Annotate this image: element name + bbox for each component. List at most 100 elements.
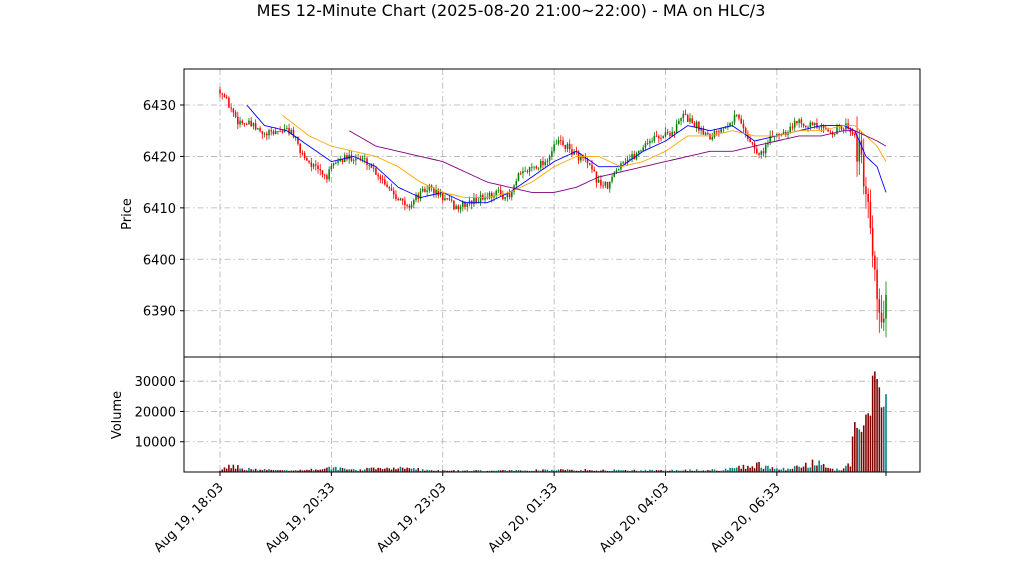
volume-bar — [486, 470, 489, 472]
candle-body — [272, 131, 275, 135]
volume-bar — [773, 468, 776, 472]
volume-bar — [223, 467, 226, 472]
candle-body — [604, 181, 607, 186]
volume-bar — [593, 470, 595, 472]
volume-bar — [624, 470, 627, 472]
candle-body — [686, 114, 689, 122]
volume-bar — [508, 470, 511, 472]
candle-body — [553, 144, 555, 152]
moving-average-line — [246, 104, 887, 204]
candle-body — [758, 153, 760, 155]
volume-bar — [767, 465, 769, 472]
price-tick-label: 6390 — [143, 305, 176, 320]
volume-bar — [417, 468, 420, 472]
candle-body — [813, 122, 816, 126]
volume-bar — [539, 470, 542, 472]
candle-body — [642, 147, 644, 151]
candle-body — [232, 108, 235, 113]
volume-bar — [682, 470, 685, 472]
candle-body — [306, 158, 308, 161]
volume-bar — [488, 470, 491, 472]
volume-bar — [818, 460, 820, 472]
volume-bar — [784, 470, 787, 472]
candle-body — [450, 199, 453, 201]
volume-bar — [364, 469, 366, 472]
candle-body — [508, 193, 511, 198]
moving-average-line — [282, 114, 887, 199]
volume-bar — [290, 470, 293, 472]
volume-bar — [709, 470, 711, 472]
volume-bar — [355, 469, 357, 472]
candle-body — [404, 200, 406, 206]
volume-bar — [675, 469, 678, 472]
candle-body — [704, 132, 707, 135]
candle-body — [548, 156, 551, 161]
candle-body — [862, 154, 865, 187]
volume-bar — [588, 469, 591, 472]
candle-body — [689, 118, 691, 122]
volume-bar — [274, 469, 277, 472]
candle-body — [254, 123, 257, 130]
volume-bar — [473, 470, 475, 472]
volume-bar — [562, 469, 564, 472]
candle-body — [332, 163, 335, 166]
candle-body — [441, 193, 444, 201]
candle-body — [419, 191, 422, 199]
chart-title: MES 12-Minute Chart (2025-08-20 21:00~22… — [257, 1, 766, 20]
volume-bar — [564, 470, 567, 472]
candle-body — [749, 138, 751, 143]
candle-body — [515, 180, 518, 186]
candle-body — [606, 181, 609, 189]
volume-bar — [664, 470, 667, 472]
candle-body — [337, 161, 339, 163]
volume-bar — [299, 469, 301, 472]
volume-bar — [377, 467, 379, 472]
volume-bar — [842, 468, 845, 472]
volume-bar — [270, 469, 273, 472]
candle-body — [673, 131, 676, 134]
volume-bar — [348, 469, 350, 472]
candle-body — [308, 160, 310, 163]
volume-bar — [283, 470, 286, 472]
candle-body — [475, 197, 477, 204]
volume-bar — [294, 470, 297, 472]
volume-bar — [499, 470, 502, 472]
candle-body — [829, 131, 832, 133]
volume-bar — [319, 469, 322, 472]
volume-bar — [292, 470, 295, 472]
candle-body — [816, 122, 818, 128]
volume-bar — [796, 465, 798, 472]
volume-bar — [522, 470, 524, 472]
candle-body — [502, 194, 504, 200]
candle-body — [408, 205, 411, 208]
candle-body — [366, 158, 368, 165]
volume-bar — [239, 468, 241, 472]
candle-body — [836, 126, 838, 134]
candle-body — [825, 127, 827, 129]
candle-body — [319, 169, 322, 171]
candle-body — [326, 175, 328, 180]
volume-bar — [457, 470, 460, 472]
candle-body — [310, 162, 313, 167]
volume-bar — [462, 470, 464, 472]
candle-body — [281, 131, 284, 133]
volume-bar — [658, 470, 660, 472]
candle-body — [303, 153, 306, 159]
x-tick-label: Aug 20, 01:33 — [485, 480, 561, 556]
volume-bar — [867, 413, 869, 472]
volume-bar — [827, 467, 829, 472]
volume-bar — [225, 468, 228, 472]
volume-bar — [876, 379, 878, 472]
volume-bar — [809, 467, 812, 472]
volume-bar — [326, 467, 328, 472]
candle-body — [629, 158, 631, 160]
volume-bar — [386, 467, 388, 472]
volume-bar — [704, 470, 707, 472]
volume-bar — [406, 467, 408, 472]
volume-bar — [689, 469, 691, 472]
candle-body — [288, 128, 290, 134]
volume-bar — [742, 464, 745, 472]
volume-bar — [477, 470, 480, 472]
volume-bar — [816, 465, 818, 472]
volume-bar — [771, 467, 774, 472]
